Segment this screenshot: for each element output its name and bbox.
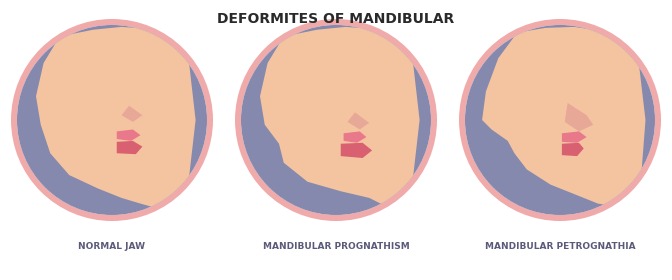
Polygon shape: [260, 27, 419, 207]
Polygon shape: [117, 129, 140, 141]
Circle shape: [241, 25, 431, 215]
Circle shape: [235, 19, 437, 221]
Polygon shape: [117, 141, 142, 154]
Polygon shape: [341, 143, 372, 158]
Polygon shape: [36, 27, 196, 210]
Circle shape: [459, 19, 661, 221]
Circle shape: [241, 25, 431, 215]
Polygon shape: [343, 131, 366, 143]
Text: DEFORMITES OF MANDIBULAR: DEFORMITES OF MANDIBULAR: [217, 12, 455, 26]
Circle shape: [465, 25, 655, 215]
Polygon shape: [562, 143, 584, 156]
Text: NORMAL JAW: NORMAL JAW: [79, 242, 146, 251]
Text: MANDIBULAR PETROGNATHIA: MANDIBULAR PETROGNATHIA: [485, 242, 635, 251]
Text: MANDIBULAR PROGNATHISM: MANDIBULAR PROGNATHISM: [263, 242, 409, 251]
Circle shape: [17, 25, 207, 215]
Circle shape: [465, 25, 655, 215]
Polygon shape: [564, 103, 593, 131]
Circle shape: [11, 19, 213, 221]
Polygon shape: [122, 106, 142, 122]
Polygon shape: [482, 27, 646, 207]
Circle shape: [17, 25, 207, 215]
Polygon shape: [562, 131, 587, 143]
Polygon shape: [347, 112, 369, 129]
